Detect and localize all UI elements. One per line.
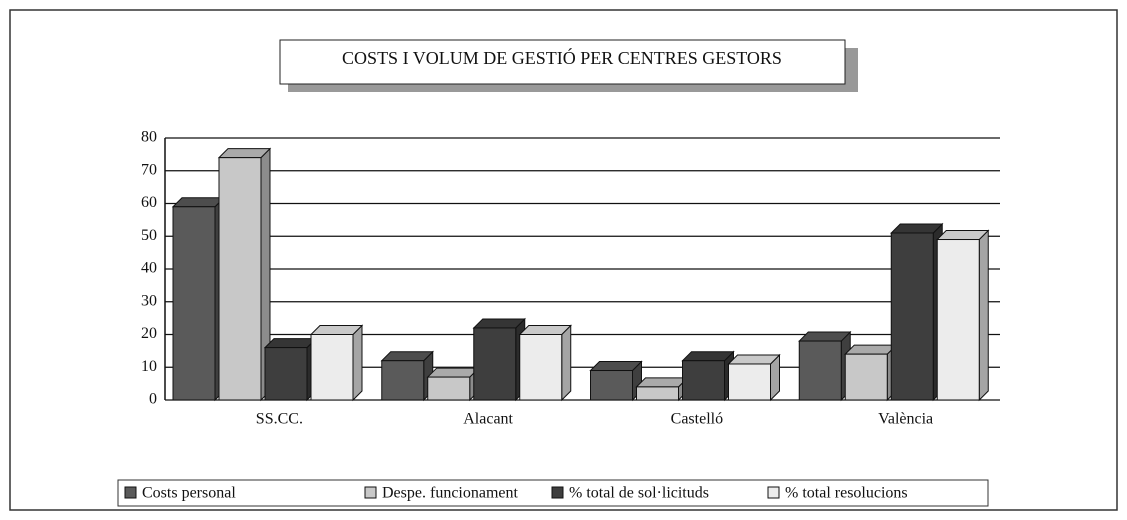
bar-top	[727, 354, 781, 365]
bar	[381, 360, 425, 401]
bar-top	[635, 377, 689, 388]
y-tick-label: 80	[141, 129, 157, 146]
bar	[473, 327, 517, 401]
legend-swatch	[767, 486, 780, 499]
bar	[590, 370, 633, 401]
bar-side	[352, 324, 363, 402]
bar	[172, 206, 216, 401]
legend-label: % total resolucions	[785, 485, 908, 502]
bar-top	[844, 344, 898, 355]
bar-top	[263, 338, 318, 349]
bar-top	[936, 230, 990, 241]
bar-side	[561, 324, 572, 402]
bar-top	[518, 325, 572, 335]
y-tick-label: 70	[141, 161, 157, 178]
bar-top	[426, 367, 480, 378]
bar	[844, 353, 888, 401]
bar	[519, 334, 563, 401]
chart-title: COSTS I VOLUM DE GESTIÓ PER CENTRES GEST…	[342, 47, 782, 68]
bar	[890, 232, 934, 401]
bar-top	[890, 223, 944, 234]
bar-top	[798, 331, 852, 342]
bar-top	[171, 197, 226, 208]
y-tick-label: 40	[141, 260, 157, 277]
y-tick-label: 20	[141, 325, 157, 342]
bar	[798, 340, 842, 401]
legend-swatch	[124, 486, 137, 499]
y-tick-label: 60	[141, 194, 157, 211]
legend-label: Costs personal	[142, 485, 236, 502]
bar	[218, 157, 262, 401]
bar-top	[472, 318, 526, 329]
bar-top	[380, 351, 434, 362]
x-tick-label: València	[878, 411, 933, 428]
bar-top	[217, 148, 272, 159]
y-tick-label: 30	[141, 292, 157, 309]
y-tick-label: 10	[141, 358, 157, 375]
x-tick-label: Castelló	[671, 411, 723, 428]
x-tick-label: Alacant	[463, 411, 513, 428]
bar	[310, 334, 354, 401]
x-tick-label: SS.CC.	[256, 411, 303, 428]
bar	[264, 347, 308, 401]
legend-label: Despe. funcionament	[382, 485, 519, 502]
bar	[427, 376, 471, 401]
legend-swatch	[551, 486, 564, 499]
bar-top	[309, 325, 364, 335]
legend-swatch	[364, 486, 377, 499]
bar-top	[589, 361, 643, 372]
bar	[936, 239, 980, 401]
bar-side	[978, 229, 989, 402]
y-tick-label: 0	[149, 391, 157, 408]
bar	[682, 360, 725, 401]
y-tick-label: 50	[141, 227, 157, 244]
bar-top	[681, 351, 735, 362]
title-box	[279, 39, 846, 85]
legend-label: % total de sol·licituds	[569, 485, 709, 502]
bar	[636, 386, 679, 401]
bar	[728, 363, 771, 401]
